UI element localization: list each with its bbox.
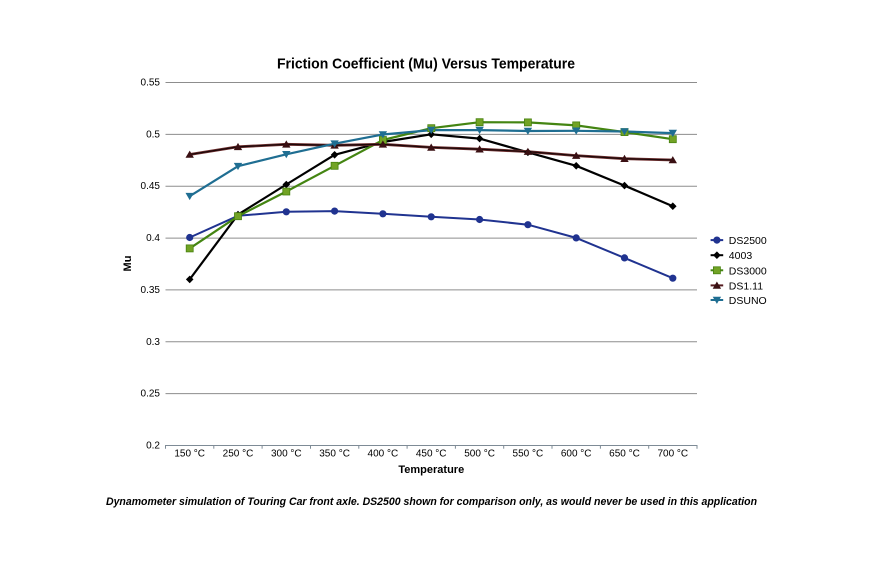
svg-text:DS3000: DS3000 [729, 265, 767, 277]
svg-text:Mu: Mu [122, 256, 134, 272]
svg-text:650 °C: 650 °C [609, 449, 640, 460]
svg-text:600 °C: 600 °C [561, 449, 592, 460]
svg-text:0.55: 0.55 [141, 78, 161, 89]
svg-text:0.4: 0.4 [146, 233, 160, 244]
svg-text:150 °C: 150 °C [174, 449, 205, 460]
svg-text:Dynamometer simulation of Tour: Dynamometer simulation of Touring Car fr… [106, 496, 757, 508]
svg-text:700 °C: 700 °C [657, 449, 688, 460]
svg-text:Temperature: Temperature [398, 464, 464, 476]
svg-text:0.3: 0.3 [146, 337, 160, 348]
svg-text:DS2500: DS2500 [729, 235, 767, 247]
svg-text:Friction Coefficient (Mu) Vers: Friction Coefficient (Mu) Versus Tempera… [277, 56, 575, 73]
svg-text:550 °C: 550 °C [513, 449, 544, 460]
svg-text:400 °C: 400 °C [368, 449, 399, 460]
svg-text:4003: 4003 [729, 250, 753, 262]
svg-text:DS1.11: DS1.11 [729, 280, 763, 292]
svg-text:0.45: 0.45 [141, 181, 161, 192]
svg-text:350 °C: 350 °C [319, 449, 350, 460]
svg-text:300 °C: 300 °C [271, 449, 302, 460]
svg-text:DSUNO: DSUNO [729, 295, 767, 307]
svg-text:0.25: 0.25 [141, 389, 161, 400]
svg-text:0.2: 0.2 [146, 441, 160, 452]
svg-text:0.5: 0.5 [146, 129, 160, 140]
svg-text:250 °C: 250 °C [223, 449, 254, 460]
svg-text:450 °C: 450 °C [416, 449, 447, 460]
svg-text:0.35: 0.35 [141, 285, 161, 296]
svg-text:500 °C: 500 °C [464, 449, 495, 460]
